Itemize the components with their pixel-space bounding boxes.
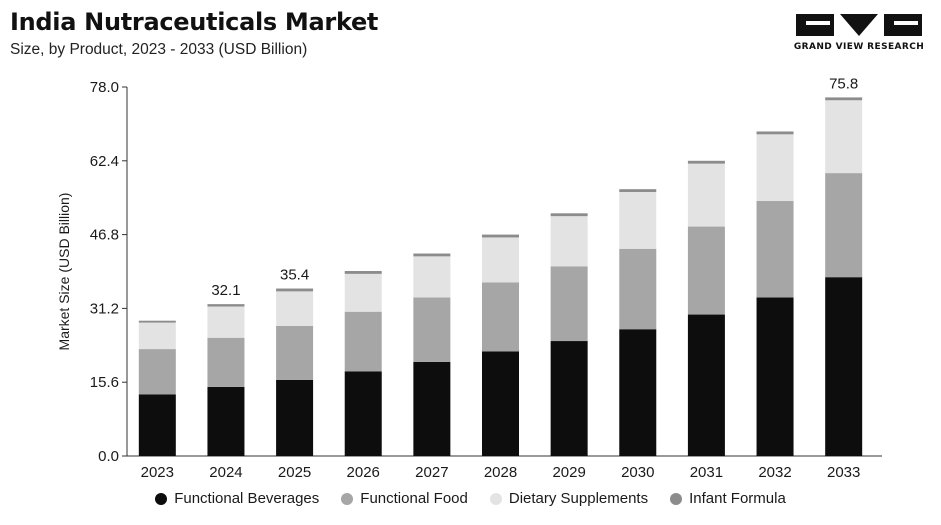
bar-segment-functional-food bbox=[207, 337, 245, 387]
chart-subtitle: Size, by Product, 2023 - 2033 (USD Billi… bbox=[10, 41, 308, 58]
legend-swatch bbox=[155, 492, 168, 505]
chart-axes: 0.0 15.6 31.2 46.8 62.4 78.0 Market Size (USD … bbox=[56, 79, 882, 465]
legend-item-dietary-supplements: Dietary Supplements bbox=[489, 490, 649, 507]
bar-segment-functional-beverages bbox=[825, 277, 863, 456]
bar-segment-functional-food bbox=[550, 266, 588, 342]
chart-labels: 2023 2024 32.1 2025 35.4 2026 2027 2028 2029 2030… bbox=[141, 75, 861, 481]
data-label-total: 75.8 bbox=[829, 75, 858, 92]
bar-segment-functional-food bbox=[276, 325, 314, 380]
chart-bars bbox=[138, 97, 863, 456]
bar-segment-functional-beverages bbox=[276, 379, 314, 456]
bar-segment-functional-beverages bbox=[687, 314, 725, 456]
brand-logo: GRAND VIEW RESEARCH bbox=[792, 12, 926, 58]
bar-segment-infant-formula bbox=[482, 234, 519, 238]
legend-item-functional-food: Functional Food bbox=[341, 490, 468, 507]
bar-segment-dietary-supplements bbox=[138, 322, 176, 350]
bar-segment-infant-formula bbox=[138, 320, 176, 323]
legend-label: Functional Beverages bbox=[174, 490, 320, 507]
y-tick-label: 31.2 bbox=[90, 300, 119, 317]
bar-segment-dietary-supplements bbox=[207, 306, 245, 338]
bar-segment-functional-beverages bbox=[413, 361, 451, 456]
legend-item-infant-formula: Infant Formula bbox=[670, 490, 786, 507]
legend-swatch bbox=[670, 492, 683, 505]
bar-segment-functional-beverages bbox=[756, 297, 794, 456]
y-axis-label: Market Size (USD Billion) bbox=[56, 193, 72, 351]
legend-swatch bbox=[341, 492, 354, 505]
x-tick-label: 2030 bbox=[621, 464, 654, 481]
bar-segment-functional-food bbox=[825, 173, 863, 278]
x-tick-label: 2032 bbox=[758, 464, 791, 481]
bar-segment-dietary-supplements bbox=[344, 273, 382, 312]
x-tick-label: 2024 bbox=[209, 464, 242, 481]
x-tick-label: 2029 bbox=[552, 464, 585, 481]
legend-label: Dietary Supplements bbox=[508, 490, 649, 507]
bar-segment-functional-food bbox=[619, 248, 657, 330]
legend-swatch bbox=[489, 492, 502, 505]
bar-segment-functional-beverages bbox=[207, 386, 245, 456]
x-tick-label: 2033 bbox=[827, 464, 860, 481]
chart-legend: Functional Beverages Functional Food Die… bbox=[0, 490, 941, 507]
bar-segment-functional-food bbox=[413, 297, 451, 362]
bar-segment-infant-formula bbox=[756, 131, 794, 135]
bar-segment-functional-food bbox=[687, 226, 725, 315]
bar-segment-infant-formula bbox=[619, 189, 657, 193]
bar-segment-infant-formula bbox=[344, 271, 382, 274]
bar-segment-infant-formula bbox=[413, 253, 451, 257]
x-tick-label: 2026 bbox=[347, 464, 380, 481]
bar-segment-functional-food bbox=[482, 282, 519, 352]
bar-segment-functional-food bbox=[344, 311, 382, 372]
legend-item-functional-beverages: Functional Beverages bbox=[155, 490, 319, 507]
bar-segment-dietary-supplements bbox=[619, 192, 657, 249]
bar-segment-dietary-supplements bbox=[756, 134, 794, 202]
bar-segment-infant-formula bbox=[207, 304, 245, 307]
x-tick-label: 2023 bbox=[141, 464, 174, 481]
bar-segment-infant-formula bbox=[276, 288, 314, 292]
data-label-total: 32.1 bbox=[211, 282, 240, 299]
x-tick-label: 2025 bbox=[278, 464, 311, 481]
bar-segment-functional-beverages bbox=[482, 351, 519, 456]
data-label-total: 35.4 bbox=[280, 267, 309, 284]
bar-segment-functional-food bbox=[138, 349, 176, 395]
bar-segment-functional-beverages bbox=[138, 394, 176, 456]
bar-segment-functional-beverages bbox=[344, 371, 382, 456]
y-tick-label: 62.4 bbox=[90, 153, 119, 170]
legend-label: Infant Formula bbox=[689, 490, 786, 507]
y-tick-label: 78.0 bbox=[90, 79, 119, 96]
y-tick-label: 0.0 bbox=[98, 448, 119, 465]
bar-segment-functional-food bbox=[756, 201, 794, 298]
x-tick-label: 2028 bbox=[484, 464, 517, 481]
logo-mark-icon bbox=[796, 14, 922, 36]
y-tick-label: 46.8 bbox=[90, 227, 119, 244]
bar-segment-infant-formula bbox=[687, 160, 725, 164]
y-tick-label: 15.6 bbox=[90, 374, 119, 391]
bar-segment-infant-formula bbox=[550, 213, 588, 217]
bar-segment-dietary-supplements bbox=[825, 100, 863, 174]
brand-logo-text: GRAND VIEW RESEARCH bbox=[793, 42, 925, 52]
bar-segment-dietary-supplements bbox=[482, 237, 519, 283]
bar-segment-dietary-supplements bbox=[276, 291, 314, 326]
bar-segment-dietary-supplements bbox=[687, 163, 725, 227]
bar-segment-infant-formula bbox=[825, 97, 863, 101]
x-tick-label: 2031 bbox=[690, 464, 723, 481]
bar-segment-dietary-supplements bbox=[413, 256, 451, 298]
bar-segment-functional-beverages bbox=[619, 329, 657, 456]
bar-segment-dietary-supplements bbox=[550, 216, 588, 267]
x-tick-label: 2027 bbox=[415, 464, 448, 481]
legend-label: Functional Food bbox=[360, 490, 468, 507]
chart-title: India Nutraceuticals Market bbox=[10, 8, 379, 36]
bar-segment-functional-beverages bbox=[550, 341, 588, 456]
